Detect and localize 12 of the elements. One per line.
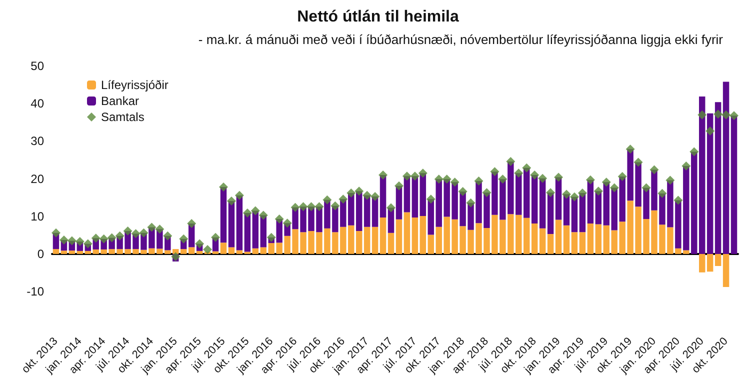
y-tick-label: 50: [30, 59, 44, 73]
y-tick-label: 40: [30, 96, 44, 111]
y-tick-label: 20: [30, 172, 44, 186]
y-tick-label: 30: [30, 134, 44, 148]
chart-subtitle: - ma.kr. á mánuði með veði í íbúðarhúsnæði, nóvembertölur lífeyrissjóðanna liggja ekki fyrir: [198, 32, 724, 47]
legend-label: Bankar: [101, 94, 140, 108]
legend-label: Lífeyrissjóðir: [101, 78, 168, 92]
legend-label: Samtals: [101, 110, 144, 124]
chart-title: Nettó útlán til heimila: [297, 8, 459, 26]
y-tick-label: 0: [37, 246, 44, 261]
y-tick-label: -10: [26, 284, 44, 299]
y-tick-label: 10: [30, 209, 44, 224]
